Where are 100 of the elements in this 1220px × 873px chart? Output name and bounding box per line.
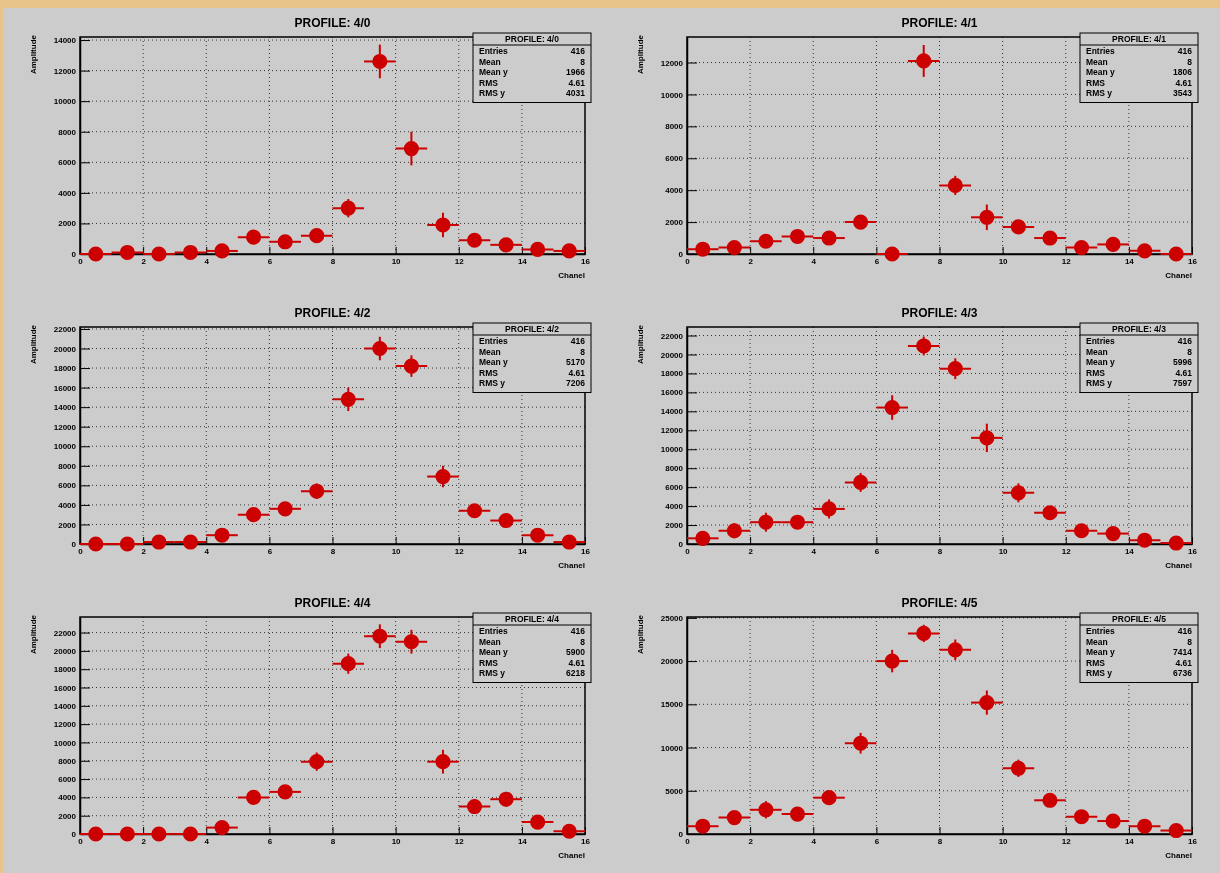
annotation: 416 [570, 336, 586, 346]
x-tick-label: 12 [454, 256, 465, 266]
x-tick-label: 2 [748, 256, 754, 266]
y-tick-label: 2000 [58, 811, 77, 821]
y-tick-label: 10000 [660, 90, 684, 100]
annotation: 1806 [1173, 67, 1193, 77]
y-tick-label: 14000 [53, 701, 77, 711]
annotation: Entries [479, 626, 509, 636]
y-tick-label: 8000 [665, 464, 684, 474]
y-tick-label: 6000 [665, 483, 684, 493]
y-tick-label: 12000 [660, 58, 684, 68]
annotation: RMS y [479, 668, 506, 678]
x-axis-title: Chanel [1165, 271, 1192, 280]
annotation: 416 [1177, 336, 1193, 346]
chart-title: PROFILE: 4/3 [901, 306, 978, 320]
x-tick-label: 8 [937, 836, 943, 846]
annotation: PROFILE: 4/1 [1112, 34, 1167, 44]
annotation: RMS [1086, 657, 1106, 668]
y-tick-label: 12000 [53, 422, 77, 432]
y-tick-label: 4000 [58, 500, 77, 510]
x-tick-label: 8 [937, 256, 943, 266]
x-tick-label: 14 [517, 256, 528, 266]
y-axis-title: Amplitude [29, 324, 38, 365]
y-tick-label: 18000 [53, 364, 77, 374]
annotation: 8 [1187, 56, 1193, 67]
annotation: Mean [479, 636, 501, 647]
chart-title: PROFILE: 4/4 [294, 596, 371, 610]
x-tick-label: 10 [998, 836, 1009, 846]
x-tick-label: 14 [1124, 836, 1135, 846]
x-axis-title: Chanel [1165, 851, 1192, 860]
y-tick-label: 10000 [53, 442, 77, 452]
annotation: Mean y [479, 357, 509, 367]
y-tick-label: 25000 [660, 613, 684, 623]
annotation: RMS [479, 657, 499, 668]
y-tick-label: 14000 [53, 36, 77, 46]
y-tick-label: 16000 [53, 683, 77, 693]
annotation: Entries [1086, 336, 1116, 346]
annotation: Mean y [479, 647, 509, 657]
y-tick-label: 12000 [660, 426, 684, 436]
y-tick-label: 10000 [660, 445, 684, 455]
annotation: RMS [479, 367, 499, 378]
x-tick-label: 16 [1188, 256, 1198, 266]
annotation: PROFILE: 4/4 [505, 614, 560, 624]
annotation: 416 [1177, 46, 1193, 56]
x-tick-label: 6 [874, 256, 880, 266]
annotation: RMS [479, 77, 499, 88]
annotation: 4031 [566, 88, 586, 98]
x-tick-label: 12 [1061, 546, 1072, 556]
y-tick-label: 6000 [665, 154, 684, 164]
y-axis-title: Amplitude [29, 614, 38, 655]
x-tick-label: 0 [685, 256, 691, 266]
annotation: PROFILE: 4/2 [505, 324, 560, 334]
x-tick-label: 10 [391, 256, 402, 266]
x-tick-label: 6 [267, 256, 273, 266]
chart-title: PROFILE: 4/5 [901, 596, 978, 610]
x-tick-label: 12 [454, 546, 465, 556]
y-tick-label: 10000 [53, 738, 77, 748]
annotation: 416 [1177, 626, 1193, 636]
x-tick-label: 6 [267, 546, 273, 556]
annotation: 4.61 [1175, 77, 1193, 88]
y-tick-label: 4000 [58, 188, 77, 198]
x-tick-label: 0 [78, 256, 84, 266]
annotation: 4.61 [568, 367, 586, 378]
x-tick-label: 10 [998, 546, 1009, 556]
y-axis-title: Amplitude [636, 614, 645, 655]
annotation: 8 [580, 636, 586, 647]
x-tick-label: 14 [1124, 546, 1135, 556]
annotation: RMS y [1086, 378, 1113, 388]
x-tick-label: 2 [141, 256, 147, 266]
annotation: RMS y [1086, 88, 1113, 98]
x-tick-label: 14 [517, 836, 528, 846]
y-tick-label: 2000 [665, 521, 684, 531]
annotation: 5900 [566, 647, 586, 657]
x-tick-label: 8 [937, 546, 943, 556]
y-tick-label: 20000 [53, 344, 77, 354]
y-tick-label: 12000 [53, 66, 77, 76]
x-tick-label: 2 [748, 546, 754, 556]
annotation: Mean [1086, 56, 1108, 67]
annotation: Entries [479, 336, 509, 346]
y-tick-label: 14000 [53, 403, 77, 413]
y-axis-title: Amplitude [636, 34, 645, 75]
x-axis-title: Chanel [558, 851, 585, 860]
annotation: Mean [479, 346, 501, 357]
x-tick-label: 8 [330, 256, 336, 266]
annotation: PROFILE: 4/3 [1112, 324, 1167, 334]
annotation: RMS [1086, 77, 1106, 88]
x-tick-label: 16 [581, 256, 591, 266]
x-tick-label: 14 [517, 546, 528, 556]
x-tick-label: 4 [204, 256, 210, 266]
annotation: 4.61 [1175, 657, 1193, 668]
y-tick-label: 8000 [665, 122, 684, 132]
annotation: 8 [1187, 346, 1193, 357]
chart-title: PROFILE: 4/0 [294, 16, 371, 30]
annotation: Mean [1086, 346, 1108, 357]
y-tick-label: 2000 [58, 520, 77, 530]
x-tick-label: 2 [141, 546, 147, 556]
y-tick-label: 4000 [58, 793, 77, 803]
x-tick-label: 0 [685, 546, 691, 556]
x-tick-label: 8 [330, 836, 336, 846]
annotation: Mean [479, 56, 501, 67]
